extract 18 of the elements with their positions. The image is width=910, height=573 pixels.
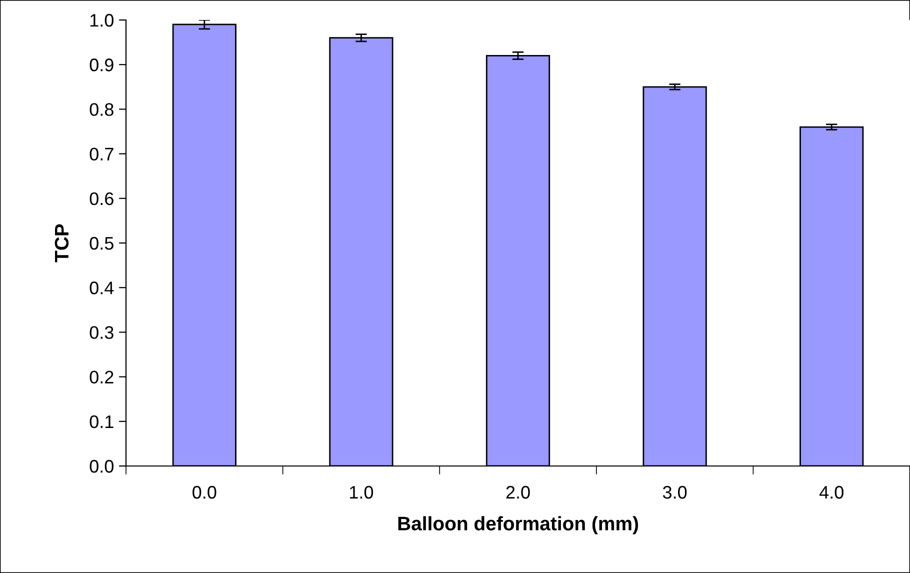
x-axis-title: Balloon deformation (mm) bbox=[398, 516, 638, 534]
x-tick-label: 0.0 bbox=[192, 486, 216, 499]
y-tick-label: 0.2 bbox=[90, 370, 114, 384]
y-tick-label: 0.3 bbox=[90, 326, 114, 339]
y-tick-label: 0.9 bbox=[90, 58, 114, 72]
x-tick-label: 3.0 bbox=[662, 486, 687, 499]
y-tick-label: 0.8 bbox=[90, 103, 114, 116]
y-tick-label: 0.6 bbox=[90, 192, 114, 206]
x-tick-label: 1.0 bbox=[350, 486, 374, 499]
x-tick-label: 4.0 bbox=[819, 486, 844, 499]
y-tick-label: 0.4 bbox=[90, 282, 114, 294]
y-axis-title: TCP bbox=[54, 224, 69, 262]
y-tick-label: 0.5 bbox=[90, 236, 114, 250]
y-tick-label: 0.7 bbox=[90, 148, 114, 161]
y-tick-label: 1.0 bbox=[90, 14, 114, 27]
y-tick-label: 0.0 bbox=[90, 460, 114, 473]
y-tick-label: 0.1 bbox=[90, 415, 114, 428]
x-tick-label: 2.0 bbox=[506, 486, 530, 499]
